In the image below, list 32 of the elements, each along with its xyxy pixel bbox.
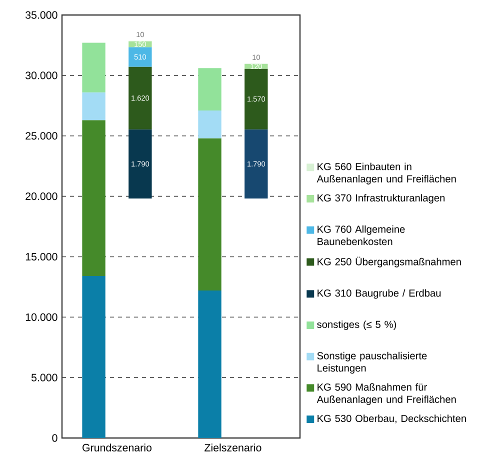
- legend-label: KG 310 Baugrube / Erdbau: [318, 289, 441, 299]
- legend-label: Sonstige pauschalisierte Leistungen: [317, 352, 427, 374]
- bar: [128, 66, 152, 130]
- legend-label: KG 530 Oberbau, Deckschichten: [318, 414, 466, 424]
- x-tick-label: Zielszenario: [204, 444, 262, 452]
- bar: [198, 290, 222, 438]
- bar: [244, 68, 268, 130]
- legend-label: KG 560 Einbauten in Außenanlagen und Freiflächen: [316, 162, 456, 184]
- bar: [82, 120, 106, 276]
- legend-label: KG 590 Maßnahmen für Außenanlagen und Freiflächen: [316, 383, 456, 405]
- y-tick-label: 30.000: [26, 72, 58, 80]
- y-tick-label: 15.000: [26, 252, 58, 260]
- y-tick-label: 25.000: [26, 132, 58, 140]
- bar: [82, 276, 106, 438]
- y-tick-label: 0: [52, 434, 58, 442]
- bar: [198, 110, 222, 138]
- y-tick-label: 20.000: [26, 192, 58, 200]
- legend-label: KG 250 Übergangsmaßnahmen: [318, 256, 461, 268]
- x-tick-label: Grundszenario: [82, 444, 152, 452]
- bar: [82, 92, 106, 120]
- bar: [198, 68, 222, 110]
- bar: [82, 42, 106, 92]
- y-tick-label: 35.000: [26, 11, 58, 19]
- legend-label: sonstiges (≤ 5 %): [317, 320, 396, 330]
- y-tick-label: 10.000: [26, 313, 58, 321]
- legend-label: KG 370 Infrastrukturanlagen: [318, 194, 445, 204]
- bar: [128, 129, 152, 198]
- legend-label: KG 760 Allgemeine Baunebenkosten: [318, 225, 405, 246]
- bar: [244, 129, 268, 198]
- bar: [128, 47, 152, 67]
- bar: [198, 138, 222, 291]
- y-tick-label: 5.000: [31, 374, 58, 382]
